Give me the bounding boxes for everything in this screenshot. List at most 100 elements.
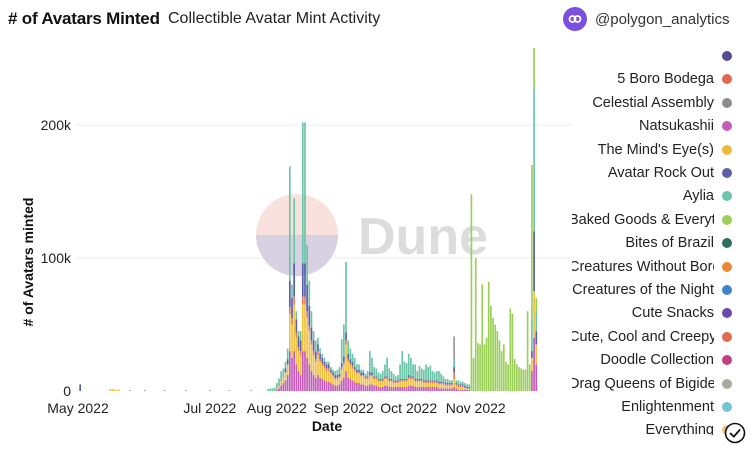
bar-stack[interactable] bbox=[79, 384, 82, 391]
bar-stack[interactable] bbox=[438, 371, 440, 391]
bar-stack[interactable] bbox=[416, 371, 419, 391]
bar-stack[interactable] bbox=[375, 368, 378, 391]
bar-stack[interactable] bbox=[353, 357, 356, 391]
bar-stack[interactable] bbox=[314, 340, 317, 391]
bar-stack[interactable] bbox=[228, 390, 231, 391]
bar-stack[interactable] bbox=[399, 364, 401, 391]
bar-stack[interactable] bbox=[435, 371, 438, 391]
bar-stack[interactable] bbox=[461, 381, 464, 391]
bar-stack[interactable] bbox=[347, 340, 350, 391]
bar-stack[interactable] bbox=[448, 380, 451, 391]
bar-stack[interactable] bbox=[111, 389, 114, 391]
bar-stack[interactable] bbox=[444, 379, 447, 391]
bar-stack[interactable] bbox=[394, 376, 397, 391]
bar-stack[interactable] bbox=[323, 357, 326, 391]
bar-stack[interactable] bbox=[297, 331, 300, 391]
bar-stack[interactable] bbox=[500, 351, 503, 391]
bar-stack[interactable] bbox=[427, 367, 430, 391]
bar-stack[interactable] bbox=[477, 343, 479, 391]
bar-stack[interactable] bbox=[470, 194, 473, 391]
bar-stack[interactable] bbox=[144, 389, 146, 391]
bar-stack[interactable] bbox=[490, 305, 492, 391]
bar-stack[interactable] bbox=[405, 363, 408, 391]
bar-stack[interactable] bbox=[507, 364, 509, 391]
bar-stack[interactable] bbox=[412, 364, 414, 391]
bar-stack[interactable] bbox=[325, 361, 328, 391]
bar-stack[interactable] bbox=[479, 344, 481, 391]
bar-stack[interactable] bbox=[483, 344, 486, 391]
bar-stack[interactable] bbox=[288, 166, 291, 391]
bar-stack[interactable] bbox=[390, 371, 393, 391]
author-handle[interactable]: @polygon_analytics bbox=[595, 10, 730, 28]
bar-stack[interactable] bbox=[373, 367, 375, 391]
bar-stack[interactable] bbox=[360, 369, 363, 391]
bar-stack[interactable] bbox=[250, 389, 252, 391]
bar-stack[interactable] bbox=[386, 357, 388, 391]
bar-stack[interactable] bbox=[433, 372, 436, 391]
bar-stack[interactable] bbox=[319, 348, 321, 391]
bar-stack[interactable] bbox=[163, 390, 166, 391]
bar-stack[interactable] bbox=[520, 368, 522, 391]
bar-stack[interactable] bbox=[312, 331, 315, 391]
bar-stack[interactable] bbox=[371, 357, 373, 391]
legend-item[interactable]: Celestial Assembly bbox=[572, 92, 732, 114]
bar-stack[interactable] bbox=[453, 336, 455, 391]
legend-item[interactable]: Natsukashii bbox=[572, 115, 732, 137]
bar-stack[interactable] bbox=[425, 364, 427, 391]
bar-stack[interactable] bbox=[502, 344, 505, 391]
legend-item[interactable]: Doodle Collection bbox=[572, 349, 732, 371]
bar-stack[interactable] bbox=[518, 367, 520, 391]
check-circle-icon[interactable] bbox=[724, 422, 746, 444]
bar-stack[interactable] bbox=[304, 122, 306, 391]
bar-stack[interactable] bbox=[498, 340, 501, 391]
bar-stack[interactable] bbox=[364, 373, 367, 391]
bar-stack[interactable] bbox=[295, 311, 298, 391]
bar-stack[interactable] bbox=[384, 364, 386, 391]
legend-item[interactable]: Avatar Rock Out bbox=[572, 162, 732, 184]
bar-stack[interactable] bbox=[446, 379, 449, 391]
bar-stack[interactable] bbox=[505, 361, 507, 391]
bar-stack[interactable] bbox=[358, 364, 360, 391]
legend-item[interactable]: Aylia bbox=[572, 185, 732, 207]
bar-stack[interactable] bbox=[431, 371, 434, 391]
bar-stack[interactable] bbox=[403, 361, 406, 391]
bar-stack[interactable] bbox=[327, 361, 330, 391]
bar-stack[interactable] bbox=[113, 389, 116, 391]
bar-stack[interactable] bbox=[185, 390, 187, 391]
bar-stack[interactable] bbox=[423, 369, 425, 391]
bar-stack[interactable] bbox=[414, 364, 417, 391]
legend-item[interactable]: The Mind's Eye(s) bbox=[572, 139, 732, 161]
bar-stack[interactable] bbox=[451, 380, 453, 391]
author-link[interactable]: @polygon_analytics bbox=[563, 6, 729, 32]
bar-stack[interactable] bbox=[306, 244, 308, 391]
bar-stack[interactable] bbox=[464, 383, 466, 391]
bar-stack[interactable] bbox=[301, 122, 304, 391]
legend-item[interactable]: Drag Queens of Bigidea bbox=[572, 373, 732, 395]
bar-stack[interactable] bbox=[276, 383, 278, 391]
bar-stack[interactable] bbox=[388, 368, 391, 391]
bar-stack[interactable] bbox=[455, 380, 458, 391]
bar-stack[interactable] bbox=[522, 369, 525, 391]
bar-stack[interactable] bbox=[267, 389, 270, 391]
bar-stack[interactable] bbox=[481, 284, 484, 391]
bar-stack[interactable] bbox=[533, 48, 535, 391]
legend-item[interactable]: Enlightenment bbox=[572, 396, 732, 418]
bar-stack[interactable] bbox=[513, 359, 516, 391]
legend-item[interactable]: Bites of Brazil bbox=[572, 232, 732, 254]
bar-stack[interactable] bbox=[338, 367, 341, 391]
bar-stack[interactable] bbox=[496, 331, 499, 391]
bar-stack[interactable] bbox=[457, 380, 460, 391]
bar-stack[interactable] bbox=[492, 317, 494, 391]
bar-stack[interactable] bbox=[310, 311, 313, 391]
bar-stack[interactable] bbox=[401, 351, 404, 391]
bar-stack[interactable] bbox=[515, 364, 518, 391]
bar-stack[interactable] bbox=[474, 258, 477, 391]
bar-stack[interactable] bbox=[420, 368, 423, 391]
bar-stack[interactable] bbox=[494, 324, 497, 391]
bar-stack[interactable] bbox=[282, 368, 285, 391]
bar-stack[interactable] bbox=[209, 390, 211, 391]
bar-stack[interactable] bbox=[286, 348, 289, 391]
bar-stack[interactable] bbox=[271, 388, 274, 391]
bar-stack[interactable] bbox=[293, 198, 295, 391]
bar-stack[interactable] bbox=[511, 313, 514, 391]
